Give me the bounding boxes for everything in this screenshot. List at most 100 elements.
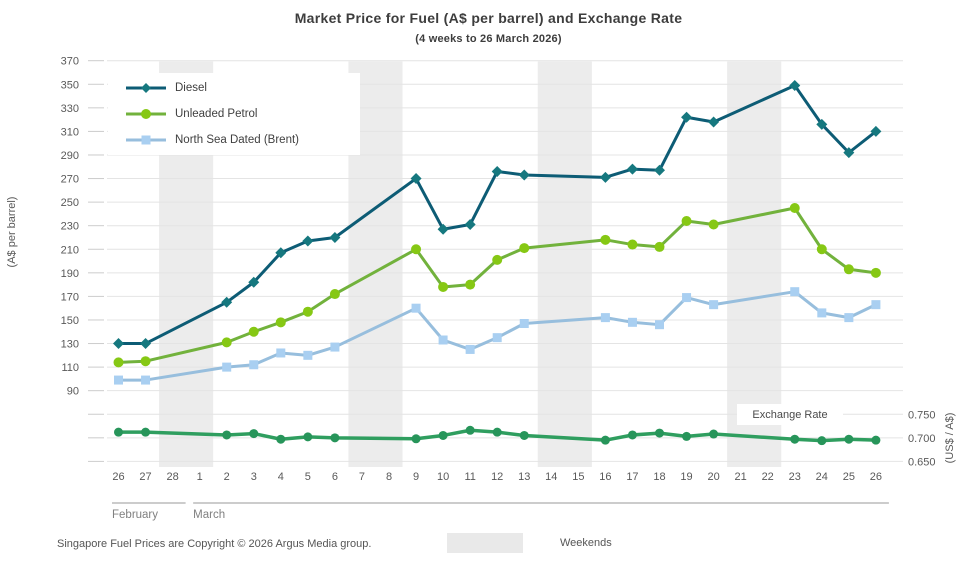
y-axis-left-tick-label: 130 xyxy=(61,339,79,351)
x-axis-tick-label: 10 xyxy=(437,471,449,483)
data-point xyxy=(438,335,448,345)
legend-item-diesel: Diesel xyxy=(108,75,360,101)
data-point xyxy=(303,350,313,360)
x-axis-tick-label: 24 xyxy=(816,471,828,483)
series-diesel xyxy=(113,79,882,350)
data-point xyxy=(682,293,692,303)
data-point xyxy=(275,317,286,328)
legend-label: Diesel xyxy=(175,82,207,94)
data-point xyxy=(844,434,854,444)
x-axis-tick-label: 12 xyxy=(491,471,503,483)
y-axis-left-tick-label: 250 xyxy=(61,197,79,209)
data-point xyxy=(843,147,855,159)
data-point xyxy=(465,279,476,290)
data-point xyxy=(249,360,259,370)
data-point xyxy=(709,429,719,439)
y-axis-left-labels: 370 350 330 310 290 270 250 230 210 190 170 150 130 1… xyxy=(61,56,79,398)
data-point xyxy=(221,296,233,308)
month-label: March xyxy=(193,509,225,521)
data-point xyxy=(411,303,421,313)
data-point xyxy=(114,375,123,385)
data-point xyxy=(140,338,152,350)
x-axis-tick-label: 5 xyxy=(305,471,311,483)
x-axis-tick-label: 2 xyxy=(224,471,230,483)
data-point xyxy=(464,219,476,231)
x-axis-tick-label: 9 xyxy=(413,471,419,483)
chart-subtitle: (4 weeks to 26 March 2026) xyxy=(415,33,562,45)
data-point xyxy=(437,223,449,235)
data-point xyxy=(113,338,124,350)
data-point xyxy=(330,433,340,443)
x-axis-tick-label: 4 xyxy=(278,471,284,483)
exchange-rate-series-label: Exchange Rate xyxy=(737,404,843,425)
data-point xyxy=(600,313,610,323)
data-point xyxy=(248,276,260,288)
data-point xyxy=(816,118,828,130)
x-axis-tick-label: 22 xyxy=(762,471,774,483)
x-axis-tick-label: 14 xyxy=(545,471,557,483)
data-point xyxy=(491,165,503,177)
data-point xyxy=(438,430,448,440)
data-point xyxy=(817,436,827,446)
data-point xyxy=(249,429,259,439)
data-point xyxy=(329,231,341,243)
legend-item-unleaded-petrol: Unleaded Petrol xyxy=(108,101,360,127)
legend-label: Unleaded Petrol xyxy=(175,108,258,120)
data-point xyxy=(275,247,287,259)
x-axis-tick-label: 15 xyxy=(572,471,584,483)
y-axis-left-tick-label: 90 xyxy=(67,386,79,398)
data-point xyxy=(655,428,664,438)
data-point xyxy=(330,342,340,352)
data-point xyxy=(465,425,475,435)
x-axis-tick-label: 26 xyxy=(112,471,124,483)
y-axis-right-title: (US$ / A$) xyxy=(944,413,956,464)
y-axis-left-tick-label: 110 xyxy=(61,362,79,374)
x-axis-tick-label: 20 xyxy=(707,471,719,483)
data-point xyxy=(843,264,854,275)
data-point xyxy=(519,243,530,254)
data-point xyxy=(681,111,693,123)
data-point xyxy=(599,171,611,183)
month-label: February xyxy=(112,509,158,521)
x-axis-tick-label: 3 xyxy=(251,471,257,483)
chart-title: Market Price for Fuel (A$ per barrel) an… xyxy=(294,10,683,26)
data-point xyxy=(248,326,259,337)
legend-marker-circle-icon xyxy=(126,109,166,119)
x-axis-tick-label: 13 xyxy=(518,471,530,483)
month-groups: February March xyxy=(112,502,889,521)
data-point xyxy=(626,163,638,175)
x-axis-tick-label: 19 xyxy=(680,471,692,483)
data-point xyxy=(410,173,422,185)
y-axis-left-tick-label: 170 xyxy=(61,291,79,303)
data-point xyxy=(518,169,530,181)
y-axis-left-tick-label: 270 xyxy=(61,174,79,186)
data-point xyxy=(114,427,123,437)
y-axis-left-title: (A$ per barrel) xyxy=(6,197,18,268)
data-point xyxy=(276,348,286,358)
y-axis-left-tick-label: 210 xyxy=(61,244,79,256)
data-point xyxy=(816,244,827,255)
weekend-swatch-label: Weekends xyxy=(560,537,612,549)
data-point xyxy=(222,430,232,440)
y-axis-right-tick-label: 0.700 xyxy=(908,433,936,445)
data-point xyxy=(627,239,638,250)
data-point xyxy=(870,267,881,278)
data-point xyxy=(681,215,692,226)
x-axis-tick-label: 8 xyxy=(386,471,392,483)
data-point xyxy=(600,435,610,445)
series-north-sea-dated-brent xyxy=(114,287,881,385)
x-axis-tick-label: 26 xyxy=(870,471,882,483)
data-point xyxy=(600,234,611,245)
series-unleaded-petrol xyxy=(113,203,881,368)
y-axis-right-tick-label: 0.750 xyxy=(908,409,936,421)
x-axis-tick-label: 27 xyxy=(139,471,151,483)
data-point xyxy=(140,356,151,367)
y-axis-left-tick-label: 230 xyxy=(61,221,79,233)
data-point xyxy=(708,219,719,230)
data-point xyxy=(141,375,151,385)
x-axis-tick-label: 1 xyxy=(197,471,203,483)
copyright-note: Singapore Fuel Prices are Copyright © 20… xyxy=(57,538,372,550)
data-point xyxy=(303,432,313,442)
data-point xyxy=(141,427,151,437)
